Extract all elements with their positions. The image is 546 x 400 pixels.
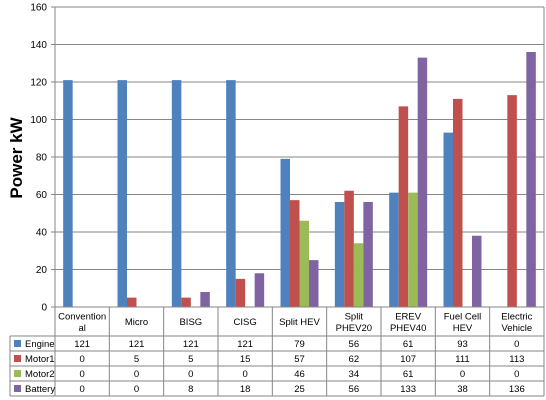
- table-cell-value: 133: [400, 384, 416, 395]
- table-cell-value: 18: [240, 384, 251, 395]
- table-cell-value: 0: [80, 354, 85, 365]
- legend-key-motor2: [14, 370, 21, 377]
- bar-engine: [280, 158, 290, 307]
- table-cell-value: 111: [455, 354, 469, 365]
- table-cell-value: 93: [457, 339, 468, 350]
- legend-key-motor1: [14, 355, 21, 362]
- table-cell-value: 121: [74, 339, 90, 350]
- bar-battery: [472, 235, 482, 307]
- legend-label: Motor1: [25, 354, 55, 365]
- category-label: Vehicle: [502, 323, 533, 334]
- bar-battery: [254, 273, 265, 307]
- bar-battery: [526, 52, 536, 307]
- category-label: PHEV20: [336, 323, 372, 334]
- bar-motor2: [353, 243, 364, 307]
- bar-engine: [389, 192, 399, 307]
- legend-key-battery: [14, 385, 21, 392]
- table-cell-value: 113: [509, 354, 524, 365]
- table-cell-value: 5: [134, 354, 139, 365]
- legend-label: Engine: [25, 339, 55, 350]
- y-tick-label: 20: [36, 265, 48, 276]
- table-cell-value: 121: [237, 339, 253, 350]
- table-cell-value: 0: [80, 369, 85, 380]
- category-label: BISG: [179, 317, 202, 328]
- bar-motor1: [507, 95, 517, 307]
- y-tick-label: 0: [41, 303, 47, 314]
- table-cell-value: 15: [240, 354, 251, 365]
- y-tick-label: 140: [30, 40, 47, 51]
- table-cell-value: 57: [294, 354, 305, 365]
- bar-battery: [417, 57, 428, 307]
- category-label: Electric: [501, 311, 532, 322]
- table-cell-value: 61: [403, 369, 414, 380]
- bar-engine: [334, 202, 345, 307]
- table-cell-value: 107: [400, 354, 416, 365]
- bars: [63, 52, 536, 307]
- table-cell-value: 0: [188, 369, 193, 380]
- bar-engine: [117, 80, 127, 307]
- table-cell-value: 121: [183, 339, 199, 350]
- bar-battery: [200, 292, 210, 307]
- y-tick-label: 100: [30, 115, 47, 126]
- category-label: Split HEV: [279, 317, 320, 328]
- table-cell-value: 121: [129, 339, 145, 350]
- bar-motor2: [408, 192, 418, 307]
- y-tick-label: 60: [36, 190, 48, 201]
- category-label: al: [78, 323, 85, 334]
- table-cell-value: 56: [349, 384, 360, 395]
- table-cell-value: 0: [514, 339, 519, 350]
- table-cell-value: 46: [294, 369, 305, 380]
- bar-engine: [171, 80, 182, 307]
- y-axis-ticks: 0 20 40 60 80 100 120 140 160: [30, 3, 47, 314]
- table-cell-value: 34: [349, 369, 360, 380]
- bar-motor1: [344, 190, 354, 307]
- bar-motor1: [181, 297, 191, 307]
- table-cell-value: 0: [460, 369, 465, 380]
- category-label: Fuel Cell: [444, 311, 482, 322]
- table-cell-value: 0: [134, 384, 139, 395]
- table-cell-value: 136: [509, 384, 525, 395]
- table-cell-value: 0: [80, 384, 85, 395]
- bar-motor1: [290, 200, 300, 307]
- y-tick-label: 120: [30, 78, 47, 89]
- bar-motor1: [398, 106, 409, 307]
- bar-engine: [443, 132, 453, 307]
- category-label: HEV: [453, 323, 473, 334]
- bar-engine: [226, 80, 236, 307]
- bar-battery: [309, 260, 319, 307]
- legend-key-engine: [14, 340, 21, 347]
- bar-battery: [363, 202, 373, 307]
- y-tick-label: 80: [36, 153, 48, 164]
- bar-motor1: [127, 297, 137, 307]
- category-label: PHEV40: [390, 323, 426, 334]
- category-label: Split: [345, 311, 364, 322]
- legend-label: Motor2: [25, 369, 55, 380]
- y-axis-label: Power kW: [7, 116, 26, 198]
- table-cell-value: 0: [243, 369, 248, 380]
- table-cell-value: 0: [134, 369, 139, 380]
- table-cell-value: 25: [294, 384, 305, 395]
- table-cell-value: 8: [188, 384, 193, 395]
- legend-label: Battery: [25, 384, 55, 395]
- table-cell-value: 38: [457, 384, 468, 395]
- category-label: Convention: [58, 311, 106, 322]
- y-tick-label: 160: [30, 3, 47, 14]
- category-label: CISG: [234, 317, 257, 328]
- table-cell-value: 0: [514, 369, 519, 380]
- y-tick-label: 40: [36, 228, 48, 239]
- category-label: EREV: [395, 311, 422, 322]
- table-cell-value: 62: [349, 354, 360, 365]
- category-label: Micro: [125, 317, 148, 328]
- bar-motor1: [453, 98, 463, 307]
- bar-motor1: [235, 278, 246, 307]
- table-cell-value: 5: [188, 354, 193, 365]
- table-cell-value: 61: [403, 339, 414, 350]
- table-cell-value: 79: [294, 339, 305, 350]
- table-cell-value: 56: [349, 339, 360, 350]
- bar-motor2: [299, 220, 309, 307]
- bar-engine: [63, 80, 73, 307]
